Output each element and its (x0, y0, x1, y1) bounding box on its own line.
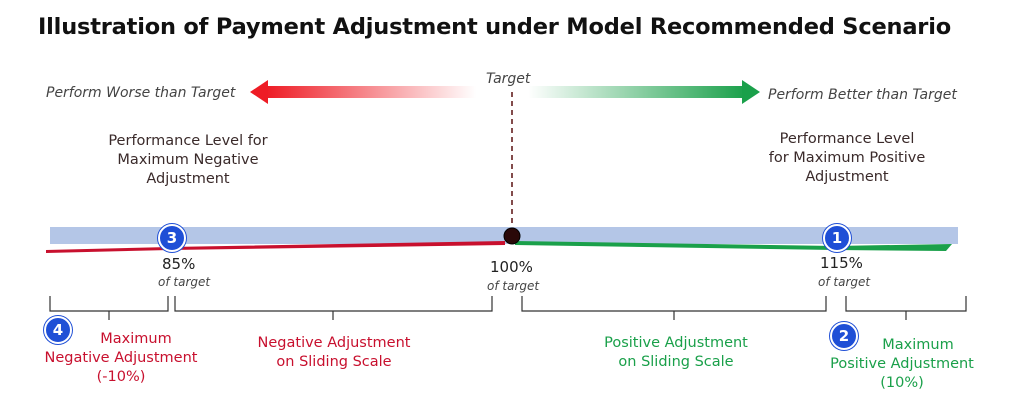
target-point (503, 227, 521, 245)
negative-sliding-line2: on Sliding Scale (276, 353, 392, 370)
max-positive-line2: Positive Adjustment (830, 355, 974, 372)
max-positive-line3: (10%) (880, 374, 924, 391)
target-label: Target (486, 71, 531, 87)
max-negative-line3: (-10%) (96, 368, 146, 385)
max-negative-line1: Maximum (100, 331, 172, 347)
tick-100-sub: of target (487, 279, 540, 293)
negative-sliding-label: Negative Adjustment on Sliding Scale (248, 334, 420, 372)
tick-115-value: 115% (820, 254, 863, 272)
badge-4: 4 (44, 316, 72, 344)
max-positive-line1: Maximum (882, 337, 954, 353)
brace-max-negative (49, 296, 169, 320)
brace-negative-sliding (174, 296, 493, 320)
tick-85-value: 85% (162, 255, 196, 273)
positive-sliding-line1: Positive Adjustment (604, 335, 748, 351)
max-negative-adjustment-label: Maximum Negative Adjustment (-10%) (38, 330, 204, 387)
worse-label: Perform Worse than Target (46, 85, 236, 101)
tick-85-sub: of target (158, 275, 211, 289)
max-positive-adjustment-label: Maximum Positive Adjustment (10%) (822, 336, 982, 393)
max-negative-line2: Negative Adjustment (44, 349, 198, 366)
page-title: Illustration of Payment Adjustment under… (38, 14, 951, 40)
negative-wedge (46, 241, 505, 253)
brace-positive-sliding (521, 296, 827, 320)
better-label: Perform Better than Target (768, 87, 957, 103)
worse-arrow (250, 80, 476, 104)
better-arrow (528, 80, 760, 104)
positive-sliding-line2: on Sliding Scale (618, 353, 734, 370)
badge-2: 2 (830, 322, 858, 350)
max-positive-level-label: Performance Level for Maximum Positive A… (768, 131, 926, 185)
badge-1: 1 (823, 224, 851, 252)
tick-115-sub: of target (818, 275, 871, 289)
negative-sliding-line1: Negative Adjustment (257, 335, 411, 351)
badge-3: 3 (158, 224, 186, 252)
positive-sliding-label: Positive Adjustment on Sliding Scale (590, 334, 762, 372)
max-negative-level-label: Performance Level for Maximum Negative A… (108, 133, 268, 187)
brace-max-positive (845, 296, 967, 320)
tick-100-value: 100% (490, 258, 533, 276)
